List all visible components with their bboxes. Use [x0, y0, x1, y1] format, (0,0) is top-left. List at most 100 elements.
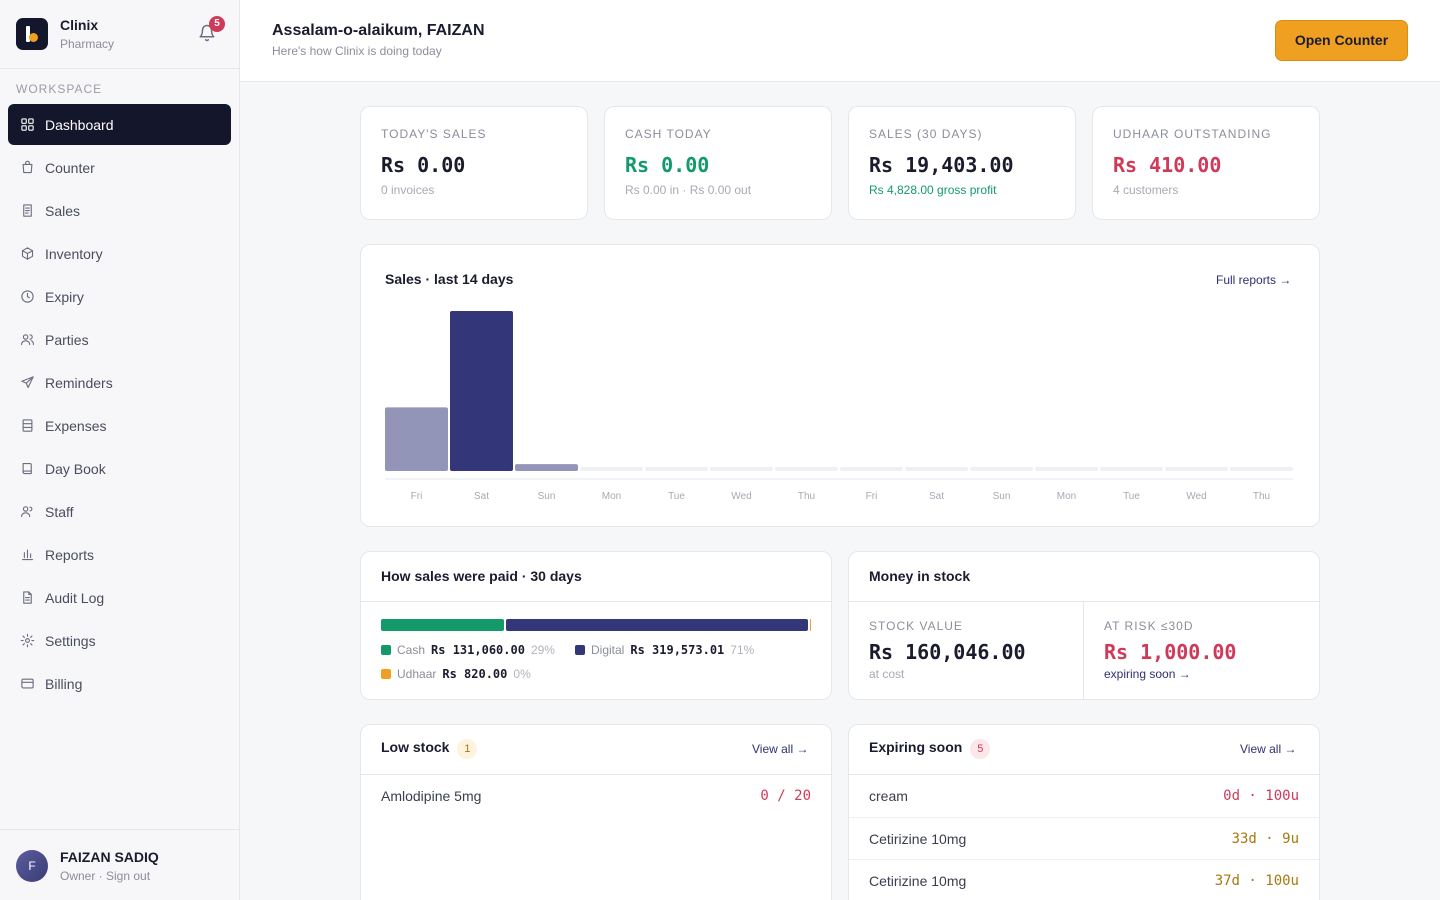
chart-bar-5[interactable]: [710, 467, 773, 471]
sidebar-item-label: Inventory: [45, 245, 103, 262]
expiring-soon-link[interactable]: expiring soon →: [1104, 667, 1191, 681]
sidebar-item-dashboard[interactable]: Dashboard: [8, 104, 231, 145]
low-stock-count: 1: [457, 739, 478, 759]
sales-chart-title: Sales · last 14 days: [385, 271, 514, 287]
sidebar-item-settings[interactable]: Settings: [8, 620, 231, 661]
divider: [361, 774, 831, 775]
stat-subtext: 4 customers: [1113, 183, 1179, 197]
list-item[interactable]: cream 0d · 100u: [849, 775, 1319, 817]
sales-bar-chart: Fri Sat Sun Mon Tue Wed Thu Fri Sat Sun Mon Tue Wed T…: [385, 311, 1293, 502]
brand-subtitle: Pharmacy: [60, 37, 115, 51]
low-stock-view-all[interactable]: View all →: [752, 742, 809, 756]
sidebar-item-reminders[interactable]: Reminders: [8, 362, 231, 403]
legend-name: Cash: [397, 643, 426, 657]
staff-icon: [21, 506, 33, 518]
x-tick-label: Mon: [602, 491, 621, 502]
stat-label: UDHAAR OUTSTANDING: [1113, 127, 1272, 141]
payments-title: How sales were paid · 30 days: [381, 568, 582, 584]
sidebar-item-staff[interactable]: Staff: [8, 491, 231, 532]
chart-bar-0[interactable]: [385, 407, 448, 471]
x-tick-label: Tue: [1123, 491, 1140, 502]
x-tick-label: Sat: [474, 491, 489, 502]
legend-amount: Rs 131,060.00: [431, 643, 525, 657]
sidebar-item-counter[interactable]: Counter: [8, 147, 231, 188]
x-tick-label: Thu: [1253, 491, 1270, 502]
sales-chart-card: Sales · last 14 days Full reports → Fri S…: [360, 244, 1320, 527]
sidebar-item-parties[interactable]: Parties: [8, 319, 231, 360]
notification-badge: 5: [209, 16, 225, 32]
user-role-signout[interactable]: Owner · Sign out: [60, 869, 151, 883]
clinix-logo[interactable]: [16, 18, 48, 50]
sidebar-item-billing[interactable]: Billing: [8, 663, 231, 704]
expiring-soon-card: Expiring soon 5 View all → cream 0d · 100u…: [848, 724, 1320, 900]
expiring-view-all[interactable]: View all →: [1240, 742, 1297, 756]
chart-bar-2[interactable]: [515, 464, 578, 471]
receipt-icon: [23, 204, 32, 217]
legend-name: Digital: [591, 643, 625, 657]
send-icon: [21, 376, 34, 389]
chart-bar-1[interactable]: [450, 311, 513, 471]
legend-percent: 29%: [530, 643, 555, 657]
sidebar-item-audit-log[interactable]: Audit Log: [8, 577, 231, 618]
grid-icon: [21, 118, 34, 131]
full-reports-link[interactable]: Full reports →: [1216, 273, 1292, 287]
chart-bar-11[interactable]: [1100, 467, 1163, 471]
sidebar-item-reports[interactable]: Reports: [8, 534, 231, 575]
sidebar-item-day-book[interactable]: Day Book: [8, 448, 231, 489]
chart-bar-8[interactable]: [905, 467, 968, 471]
sidebar-item-expiry[interactable]: Expiry: [8, 276, 231, 317]
item-name: Cetirizine 10mg: [869, 872, 967, 889]
stock-value-label: STOCK VALUE: [869, 619, 963, 633]
x-tick-label: Wed: [731, 491, 751, 502]
legend-percent: 71%: [730, 643, 755, 657]
card-icon: [21, 678, 34, 689]
divider: [849, 601, 1319, 602]
item-value: 0 / 20: [760, 788, 811, 804]
chart-bar-4[interactable]: [645, 467, 708, 471]
list-item[interactable]: Cetirizine 10mg 33d · 9u: [849, 817, 1319, 859]
chart-bar-12[interactable]: [1165, 467, 1228, 471]
expiring-count: 5: [970, 739, 991, 759]
chart-bar-6[interactable]: [775, 467, 838, 471]
sidebar: Clinix Pharmacy 5 WORKSPACE Dashboard Cou…: [0, 0, 240, 900]
legend-name: Udhaar: [397, 667, 437, 681]
sidebar-item-inventory[interactable]: Inventory: [8, 233, 231, 274]
payment-legend-cash: Cash Rs 131,060.00 29%: [381, 643, 555, 657]
open-counter-button[interactable]: Open Counter: [1275, 20, 1408, 61]
clock-icon: [21, 290, 34, 303]
payment-segment-udhaar: [809, 619, 812, 631]
legend-percent: 0%: [513, 667, 531, 681]
item-name: Amlodipine 5mg: [381, 788, 482, 804]
stat-subtext: Rs 4,828.00 gross profit: [869, 183, 997, 197]
payment-segment-digital: [506, 619, 808, 631]
sidebar-item-label: Expiry: [45, 288, 84, 305]
list-item[interactable]: Amlodipine 5mg 0 / 20: [361, 775, 831, 817]
avatar[interactable]: F: [16, 850, 48, 882]
chart-bar-13[interactable]: [1230, 467, 1293, 471]
sidebar-item-label: Reports: [45, 546, 95, 563]
sidebar-item-sales[interactable]: Sales: [8, 190, 231, 231]
chart-bar-9[interactable]: [970, 467, 1033, 471]
user-profile[interactable]: F FAIZAN SADIQ Owner · Sign out: [0, 829, 239, 900]
chart-bar-7[interactable]: [840, 467, 903, 471]
item-value: 0d · 100u: [1223, 788, 1299, 804]
chart-bar-10[interactable]: [1035, 467, 1098, 471]
low-stock-card: Low stock 1 View all → Amlodipine 5mg 0 / …: [360, 724, 832, 900]
workspace-label: WORKSPACE: [16, 82, 103, 96]
sidebar-item-label: Sales: [45, 202, 81, 219]
x-tick-label: Sun: [993, 491, 1011, 502]
at-risk-label: AT RISK ≤30D: [1104, 619, 1194, 633]
x-tick-label: Fri: [866, 491, 878, 502]
sidebar-item-expenses[interactable]: Expenses: [8, 405, 231, 446]
x-tick-label: Thu: [798, 491, 815, 502]
sidebar-item-label: Billing: [45, 675, 83, 692]
legend-swatch: [575, 645, 585, 655]
bell-icon[interactable]: [198, 24, 216, 42]
item-value: 33d · 9u: [1231, 830, 1299, 847]
payment-share-bar: [381, 619, 812, 631]
list-item[interactable]: Cetirizine 10mg 37d · 100u: [849, 859, 1319, 900]
todays-sales-card: TODAY'S SALES Rs 0.00 0 invoices: [360, 106, 588, 220]
chart-bar-3[interactable]: [580, 467, 643, 471]
sidebar-item-label: Parties: [45, 331, 89, 348]
expiring-heading: Expiring soon 5: [869, 739, 991, 759]
